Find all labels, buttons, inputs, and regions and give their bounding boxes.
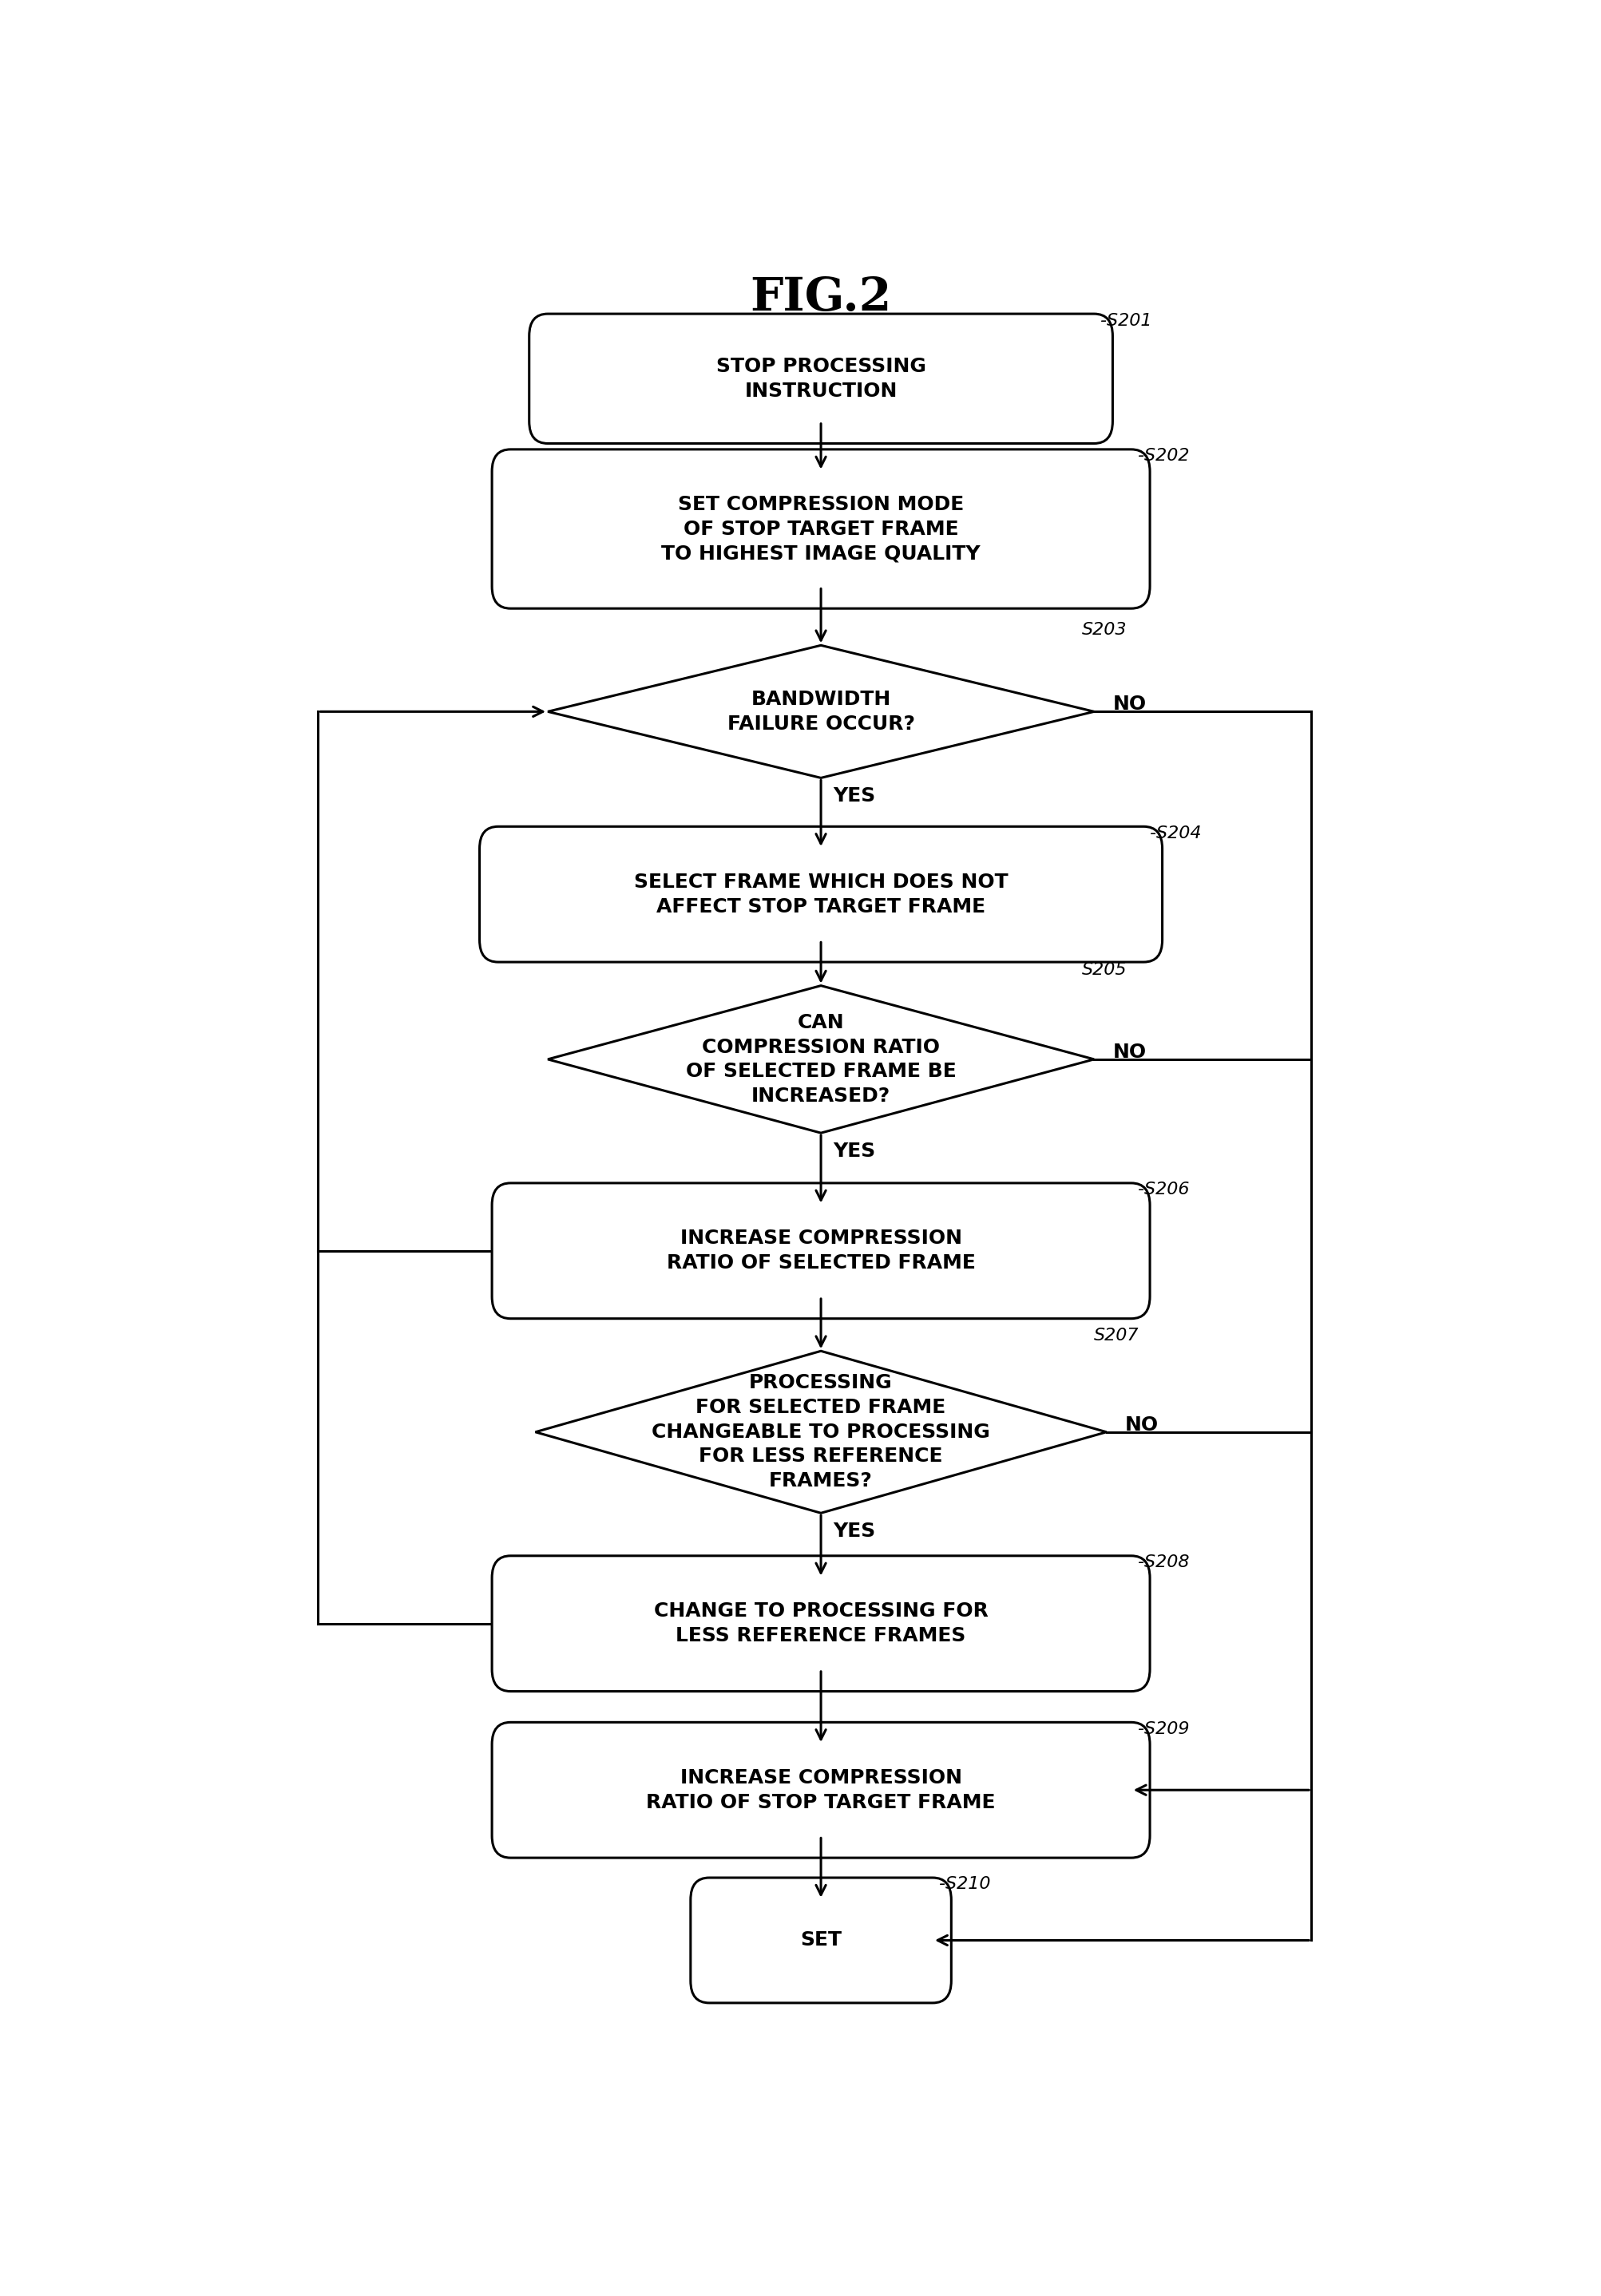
- Text: -S208: -S208: [1137, 1554, 1188, 1570]
- FancyBboxPatch shape: [492, 1182, 1150, 1318]
- Text: YES: YES: [833, 788, 876, 806]
- Polygon shape: [548, 985, 1093, 1132]
- Polygon shape: [548, 645, 1093, 778]
- Text: INCREASE COMPRESSION
RATIO OF STOP TARGET FRAME: INCREASE COMPRESSION RATIO OF STOP TARGE…: [645, 1768, 996, 1812]
- Text: STOP PROCESSING
INSTRUCTION: STOP PROCESSING INSTRUCTION: [716, 356, 925, 400]
- Text: -S202: -S202: [1137, 448, 1188, 464]
- FancyBboxPatch shape: [479, 827, 1162, 962]
- Text: S207: S207: [1093, 1327, 1138, 1343]
- Text: S203: S203: [1081, 622, 1126, 638]
- Text: NO: NO: [1113, 696, 1146, 714]
- FancyBboxPatch shape: [492, 450, 1150, 608]
- Text: -S204: -S204: [1150, 824, 1201, 840]
- Text: NO: NO: [1124, 1414, 1158, 1435]
- Text: -S210: -S210: [938, 1876, 989, 1892]
- FancyBboxPatch shape: [690, 1878, 951, 2002]
- Text: CAN
COMPRESSION RATIO
OF SELECTED FRAME BE
INCREASED?: CAN COMPRESSION RATIO OF SELECTED FRAME …: [685, 1013, 956, 1107]
- Text: FIG.2: FIG.2: [749, 276, 892, 319]
- Text: S205: S205: [1081, 962, 1126, 978]
- Text: INCREASE COMPRESSION
RATIO OF SELECTED FRAME: INCREASE COMPRESSION RATIO OF SELECTED F…: [666, 1228, 975, 1272]
- Text: YES: YES: [833, 1141, 876, 1162]
- Text: -S209: -S209: [1137, 1722, 1188, 1738]
- Text: -S206: -S206: [1137, 1182, 1188, 1199]
- Text: SET: SET: [800, 1931, 841, 1949]
- FancyBboxPatch shape: [492, 1722, 1150, 1857]
- FancyBboxPatch shape: [528, 315, 1113, 443]
- Text: CHANGE TO PROCESSING FOR
LESS REFERENCE FRAMES: CHANGE TO PROCESSING FOR LESS REFERENCE …: [653, 1603, 988, 1646]
- Text: -S201: -S201: [1100, 312, 1151, 328]
- Text: YES: YES: [833, 1522, 876, 1541]
- Text: NO: NO: [1113, 1042, 1146, 1061]
- Text: SELECT FRAME WHICH DOES NOT
AFFECT STOP TARGET FRAME: SELECT FRAME WHICH DOES NOT AFFECT STOP …: [634, 872, 1007, 916]
- Text: BANDWIDTH
FAILURE OCCUR?: BANDWIDTH FAILURE OCCUR?: [727, 689, 914, 732]
- Text: SET COMPRESSION MODE
OF STOP TARGET FRAME
TO HIGHEST IMAGE QUALITY: SET COMPRESSION MODE OF STOP TARGET FRAM…: [661, 496, 980, 563]
- Polygon shape: [535, 1350, 1106, 1513]
- FancyBboxPatch shape: [492, 1557, 1150, 1692]
- Text: PROCESSING
FOR SELECTED FRAME
CHANGEABLE TO PROCESSING
FOR LESS REFERENCE
FRAMES: PROCESSING FOR SELECTED FRAME CHANGEABLE…: [652, 1373, 989, 1490]
